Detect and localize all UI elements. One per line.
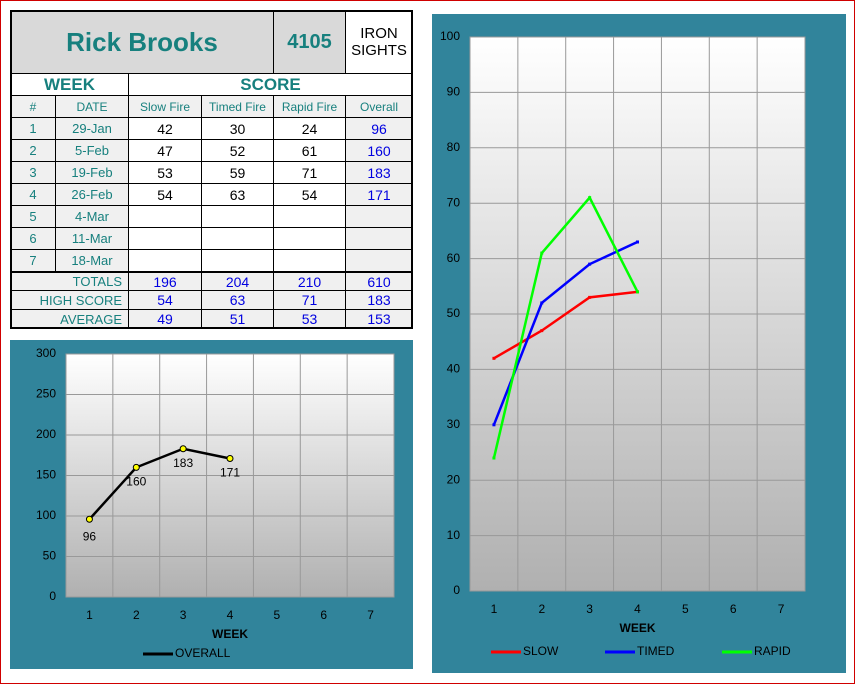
x-tick-label: 7 <box>367 608 374 622</box>
point <box>588 262 592 266</box>
table-cell: 11-Mar <box>55 227 129 250</box>
point <box>492 423 496 427</box>
point <box>588 295 592 299</box>
x-axis-title: WEEK <box>212 627 248 641</box>
point <box>588 196 592 200</box>
summary-cell: 210 <box>273 271 346 291</box>
point <box>492 456 496 460</box>
legend-label: SLOW <box>523 644 559 658</box>
point <box>492 356 496 360</box>
x-axis-title: WEEK <box>620 621 656 635</box>
y-tick-label: 250 <box>36 387 56 401</box>
column-header: Overall <box>345 95 413 118</box>
y-tick-label: 60 <box>447 251 461 265</box>
point <box>636 290 639 294</box>
player-name: Rick Brooks <box>10 10 274 74</box>
y-tick-label: 100 <box>440 29 460 43</box>
x-tick-label: 2 <box>538 602 545 616</box>
y-tick-label: 0 <box>49 589 56 603</box>
x-tick-label: 5 <box>274 608 281 622</box>
point <box>540 329 544 333</box>
summary-cell: 51 <box>201 309 274 329</box>
group-header: SCORE <box>128 73 413 96</box>
series-line <box>88 447 231 521</box>
point <box>540 251 544 255</box>
data-label: 183 <box>173 456 193 470</box>
legend-label: TIMED <box>637 644 675 658</box>
data-label: 96 <box>83 529 97 543</box>
data-label: 160 <box>126 475 146 489</box>
x-tick-label: 4 <box>227 608 234 622</box>
group-header: WEEK <box>10 73 129 96</box>
point <box>226 454 234 462</box>
x-tick-label: 2 <box>133 608 140 622</box>
summary-cell: 610 <box>345 271 413 291</box>
summary-cell: 63 <box>201 290 274 310</box>
y-tick-label: 80 <box>447 140 461 154</box>
y-tick-label: 100 <box>36 508 56 522</box>
point <box>179 445 187 453</box>
table-cell: 5-Feb <box>55 139 129 162</box>
point <box>85 515 93 523</box>
table-cell: 63 <box>201 183 274 206</box>
y-tick-label: 200 <box>36 427 56 441</box>
y-tick-label: 300 <box>36 346 56 360</box>
y-tick-label: 90 <box>447 85 461 99</box>
y-tick-label: 50 <box>447 306 461 320</box>
y-tick-label: 40 <box>447 362 461 376</box>
x-tick-label: 6 <box>320 608 327 622</box>
summary-cell: 196 <box>128 271 202 291</box>
legend-label: OVERALL <box>175 646 231 660</box>
series-line <box>493 290 638 360</box>
column-header: Rapid Fire <box>273 95 346 118</box>
x-tick-label: 7 <box>778 602 785 616</box>
table-cell: 52 <box>201 139 274 162</box>
x-tick-label: 1 <box>491 602 498 616</box>
point <box>636 240 639 244</box>
table-cell: 42 <box>128 117 202 140</box>
table-cell: 71 <box>273 161 346 184</box>
x-tick-label: 5 <box>682 602 689 616</box>
y-tick-label: 70 <box>447 195 461 209</box>
y-tick-label: 150 <box>36 468 56 482</box>
column-header: DATE <box>55 95 129 118</box>
table-cell: 29-Jan <box>55 117 129 140</box>
x-tick-label: 4 <box>634 602 641 616</box>
x-tick-label: 3 <box>586 602 593 616</box>
table-cell: 47 <box>128 139 202 162</box>
y-tick-label: 50 <box>43 549 57 563</box>
y-tick-label: 20 <box>447 472 461 486</box>
x-tick-label: 1 <box>86 608 93 622</box>
y-tick-label: 30 <box>447 417 461 431</box>
column-header: Timed Fire <box>201 95 274 118</box>
series-line <box>492 195 639 459</box>
table-cell: 53 <box>128 161 202 184</box>
x-tick-label: 3 <box>180 608 187 622</box>
table-cell: 96 <box>345 117 413 140</box>
point <box>132 463 140 471</box>
y-tick-label: 10 <box>447 528 461 542</box>
series-line <box>492 240 639 426</box>
point <box>540 301 544 305</box>
summary-label: HIGH SCORE <box>10 290 129 310</box>
legend-label: RAPID <box>754 644 791 658</box>
y-tick-label: 0 <box>453 583 460 597</box>
x-tick-label: 6 <box>730 602 737 616</box>
summary-cell: 71 <box>273 290 346 310</box>
summary-cell: 53 <box>273 309 346 329</box>
data-label: 171 <box>220 466 240 480</box>
